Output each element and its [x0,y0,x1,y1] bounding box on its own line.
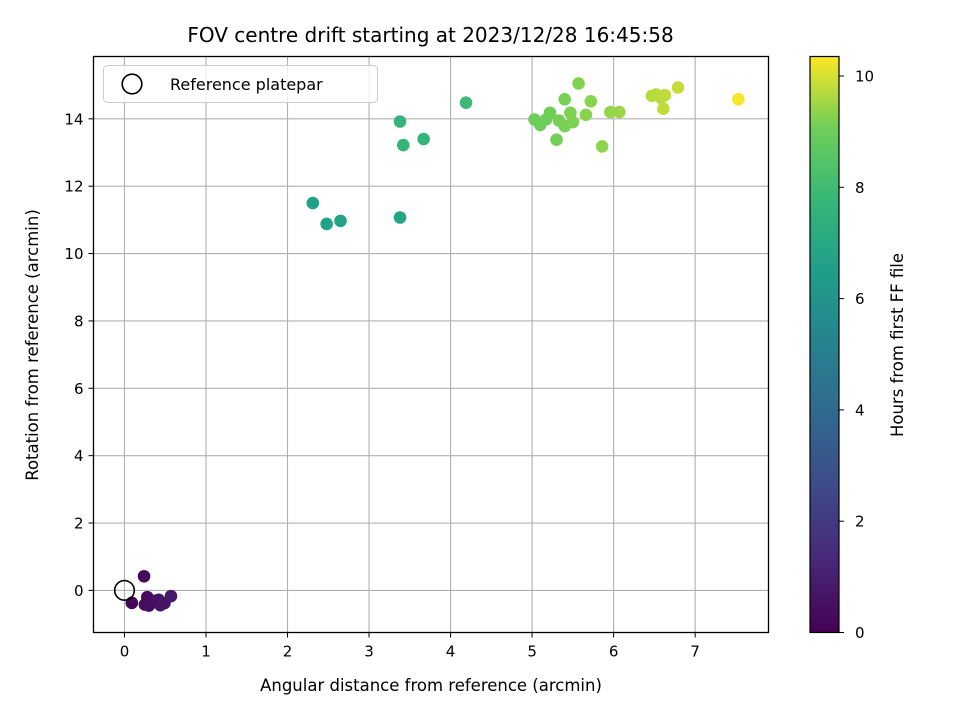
x-tick-label: 5 [527,643,537,661]
colorbar-label: Hours from first FF file [888,253,907,437]
data-point [572,77,585,90]
data-point [558,92,571,106]
legend-marker-reference [121,73,143,95]
x-axis-label: Angular distance from reference (arcmin) [260,676,602,695]
data-point [550,133,563,146]
data-point [459,96,473,109]
plot-area-frame [92,55,770,634]
data-point [613,105,626,119]
data-points [113,77,745,612]
data-point [306,196,320,210]
y-tick-label: 6 [74,380,84,398]
y-tick-label: 10 [64,245,83,263]
colorbar [809,55,840,634]
data-point [671,81,685,94]
data-point [566,115,580,129]
y-tick-label: 2 [74,515,84,533]
chart-title: FOV centre drift starting at 2023/12/28 … [187,23,673,47]
colorbar-tick-label: 2 [855,513,865,531]
data-point [393,211,407,224]
grid [93,56,769,633]
data-point [320,217,333,231]
data-point [417,132,430,146]
data-point [732,92,745,106]
data-point [393,115,407,128]
x-tick-label: 0 [120,643,130,661]
data-point [564,106,577,120]
x-tick-label: 3 [364,643,374,661]
data-point [396,138,410,152]
y-axis-ticks: 0 2 4 6 8 10 12 14 [64,110,94,600]
legend: Reference platepar [103,65,378,103]
y-tick-label: 4 [74,447,84,465]
data-point [657,102,670,116]
data-point [164,589,178,603]
colorbar-tick-label: 4 [855,401,865,419]
data-point [658,88,672,102]
data-point [137,569,151,583]
colorbar-tick-label: 6 [855,290,865,308]
colorbar-tick-label: 0 [855,624,865,642]
colorbar-ticks: 0 2 4 6 8 10 [839,67,874,642]
data-point [334,214,347,228]
data-point [579,108,593,122]
x-axis-ticks: 0 1 2 3 4 5 6 7 [120,632,700,661]
legend-label-reference: Reference platepar [170,75,323,94]
data-point [595,140,609,153]
x-tick-label: 1 [201,643,211,661]
reference-platepar-marker [113,579,136,601]
x-tick-label: 7 [690,643,700,661]
y-tick-label: 14 [64,110,83,128]
legend-box [103,65,378,103]
y-tick-label: 0 [74,582,84,600]
data-point [125,596,139,610]
x-tick-label: 2 [283,643,293,661]
data-point [584,95,598,108]
x-tick-label: 6 [609,643,619,661]
colorbar-tick-label: 10 [855,67,874,85]
data-point [604,105,617,119]
colorbar-tick-label: 8 [855,179,865,197]
y-tick-label: 8 [74,312,84,330]
y-tick-label: 12 [64,178,83,196]
x-tick-label: 4 [446,643,456,661]
data-point [543,106,557,120]
y-axis-label: Rotation from reference (arcmin) [23,209,42,481]
